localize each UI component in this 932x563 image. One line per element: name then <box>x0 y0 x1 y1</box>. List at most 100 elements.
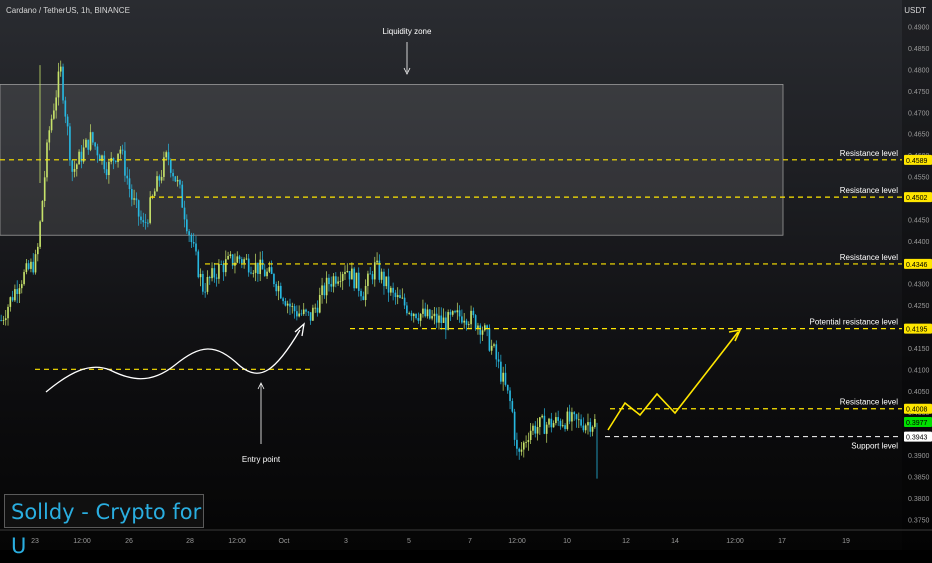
candle-body <box>185 219 188 232</box>
candle-body <box>73 169 76 172</box>
candle-body <box>114 160 117 163</box>
candle-body <box>108 161 110 176</box>
candle-body <box>103 155 106 170</box>
candle-body <box>373 262 376 280</box>
candle-body <box>149 197 151 223</box>
resistance-price-tag: 0.4195 <box>906 327 928 334</box>
candle-body <box>204 291 206 293</box>
chart-canvas[interactable]: 0.37500.38000.38500.39000.39500.40000.40… <box>0 0 932 550</box>
candle-body <box>69 126 71 161</box>
candle-body <box>431 316 433 319</box>
candle-body <box>323 285 326 296</box>
candle-body <box>229 254 232 256</box>
candle-body <box>360 290 362 297</box>
candle-body <box>75 164 78 170</box>
candle-body <box>401 297 404 299</box>
candle-body <box>557 417 560 421</box>
candle-body <box>2 320 5 321</box>
candle-body <box>206 276 209 292</box>
candle-body <box>364 285 367 301</box>
candle-body <box>435 313 438 323</box>
price-tag <box>904 431 932 442</box>
candle-body <box>305 309 307 312</box>
candle-body <box>380 271 383 280</box>
candle-body <box>197 251 200 278</box>
candle-body <box>406 305 408 314</box>
candle-body <box>449 312 452 315</box>
candle-body <box>589 422 592 432</box>
candle-body <box>477 325 479 330</box>
candle-body <box>433 313 436 317</box>
candle-body <box>422 308 424 314</box>
candle-body <box>121 149 124 151</box>
candle-body <box>66 116 69 127</box>
candle-body <box>529 430 532 440</box>
candle-body <box>142 220 145 223</box>
candle-body <box>580 419 582 426</box>
candle-body <box>117 153 119 163</box>
candle-body <box>224 259 227 273</box>
arrow-head-icon <box>728 328 742 342</box>
x-tick-label: 12:00 <box>726 538 744 545</box>
candle-body <box>82 147 85 162</box>
candle-body <box>14 289 16 301</box>
candle-body <box>50 118 53 131</box>
candle-body <box>447 312 449 330</box>
candle-body <box>220 264 223 265</box>
candle-body <box>298 313 300 317</box>
candle-body <box>275 284 278 292</box>
candle-body <box>451 311 454 315</box>
symbol-title[interactable]: Cardano / TetherUS, 1h, BINANCE <box>6 6 130 15</box>
candle-body <box>559 420 562 427</box>
candle-body <box>355 272 358 289</box>
candle-body <box>438 315 440 323</box>
candle-body <box>486 325 488 329</box>
candle-body <box>236 256 239 263</box>
candle-body <box>403 297 406 306</box>
candle-body <box>158 176 161 181</box>
candle-body <box>43 177 46 202</box>
candle-body <box>174 176 177 182</box>
candle-body <box>470 310 472 325</box>
candle-body <box>277 285 280 292</box>
candle-body <box>575 414 578 420</box>
price-axis-pane[interactable] <box>902 0 932 550</box>
resistance-price-tag: 0.4008 <box>906 407 928 414</box>
candle-body <box>577 419 580 421</box>
price-tag <box>904 154 932 165</box>
resistance-price-tag: 0.4589 <box>906 158 928 165</box>
candle-body <box>222 264 225 273</box>
candle-body <box>495 344 498 360</box>
projection-curve <box>45 329 301 393</box>
x-tick-label: 7 <box>468 538 472 545</box>
y-tick-label: 0.3800 <box>908 496 930 503</box>
candle-body <box>126 175 129 179</box>
candle-body <box>4 318 7 321</box>
candle-body <box>474 315 477 330</box>
candle-body <box>522 442 525 450</box>
candle-body <box>566 411 569 430</box>
y-tick-label: 0.4150 <box>908 346 930 353</box>
current-price-value: 0.3977 <box>906 420 928 427</box>
candle-body <box>195 243 197 252</box>
x-tick-label: 14 <box>671 538 679 545</box>
candle-body <box>32 261 35 273</box>
candle-body <box>344 271 346 275</box>
candle-body <box>98 155 101 161</box>
candle-body <box>238 256 241 260</box>
candle-body <box>124 150 126 176</box>
y-tick-label: 0.4850 <box>908 46 930 53</box>
candle-body <box>199 273 202 278</box>
y-tick-label: 0.4750 <box>908 89 930 96</box>
candle-body <box>594 419 596 427</box>
candle-body <box>500 361 502 382</box>
candle-body <box>419 313 422 321</box>
candle-body <box>332 276 335 287</box>
arrow-head-icon <box>403 67 411 75</box>
candle-body <box>367 273 369 286</box>
entry-point-label: Entry point <box>242 455 281 464</box>
candle-body <box>156 176 158 192</box>
candle-body <box>208 276 211 279</box>
candle-body <box>55 97 57 111</box>
candle-body <box>520 449 523 452</box>
